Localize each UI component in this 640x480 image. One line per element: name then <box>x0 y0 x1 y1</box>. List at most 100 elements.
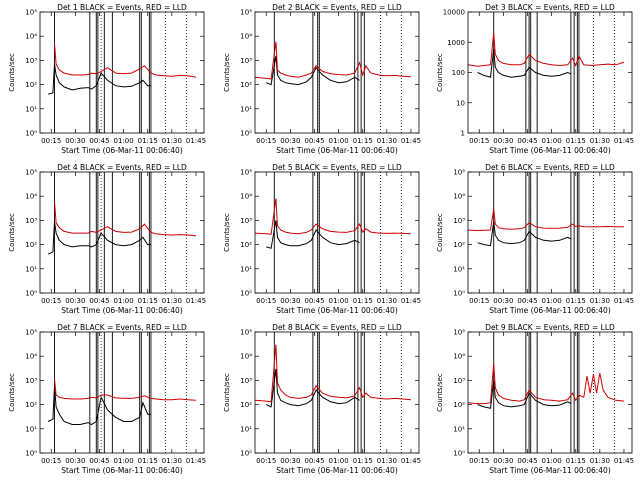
events-series-line <box>47 221 151 255</box>
y-axis-label: Counts/sec <box>436 373 444 412</box>
x-tick-label: 01:00 <box>542 457 562 465</box>
x-tick-label: 00:30 <box>280 297 300 305</box>
x-tick-label: 01:45 <box>614 297 634 305</box>
y-tick-label: 10³ <box>240 57 252 65</box>
y-tick-label: 10⁴ <box>240 33 252 41</box>
detector-panel: 10⁰ 10¹ 10² 10³ 10⁴ 10⁵ 00:15 00:30 00:45 01:00 01… <box>8 3 206 155</box>
x-tick-label: 00:45 <box>89 457 109 465</box>
y-tick-label: 10¹ <box>25 105 37 113</box>
y-tick-label: 10¹ <box>25 425 37 433</box>
plot-frame <box>39 331 205 454</box>
y-tick-label: 10¹ <box>453 425 465 433</box>
panel-title: Det 2 BLACK = Events, RED = LLD <box>272 3 402 12</box>
x-tick-label: 00:45 <box>517 297 537 305</box>
x-tick-label: 01:00 <box>329 137 349 145</box>
x-tick-label: 01:15 <box>353 297 373 305</box>
detector-panel: 10⁰ 10¹ 10² 10³ 10⁴ 10⁵ 00:15 00:30 00:45 01:00 01… <box>8 323 206 475</box>
lld-series-line <box>254 344 412 403</box>
y-tick-label: 10² <box>25 241 37 249</box>
x-tick-label: 01:00 <box>542 137 562 145</box>
lld-series-line <box>54 43 197 78</box>
x-tick-label: 01:00 <box>114 137 134 145</box>
y-axis-label: Counts/sec <box>223 373 231 412</box>
x-axis-label: Start Time (06-Mar-11 00:06:40) <box>61 466 183 475</box>
x-axis-label: Start Time (06-Mar-11 00:06:40) <box>276 466 398 475</box>
y-tick-label: 10⁵ <box>240 169 252 177</box>
y-tick-label: 10² <box>453 401 465 409</box>
detector-panel: 10⁰ 10¹ 10² 10³ 10⁴ 10⁵ 00:15 00:30 00:45 01:00 01… <box>223 163 421 315</box>
y-tick-label: 10⁰ <box>25 290 37 298</box>
x-tick-label: 01:45 <box>401 457 421 465</box>
detector-panel: 10⁰ 10¹ 10² 10³ 10⁴ 10⁵ 00:15 00:30 00:45 01:00 01… <box>223 323 421 475</box>
x-tick-label: 01:30 <box>590 297 610 305</box>
events-series-line <box>47 64 151 95</box>
x-tick-label: 01:00 <box>114 297 134 305</box>
x-tick-label: 00:30 <box>65 457 85 465</box>
y-axis-label: Counts/sec <box>8 213 16 252</box>
x-tick-label: 01:30 <box>590 457 610 465</box>
x-tick-label: 00:45 <box>517 137 537 145</box>
y-tick-label: 10² <box>453 241 465 249</box>
y-tick-label: 10² <box>240 241 252 249</box>
detector-panel: 10⁰ 10¹ 10² 10³ 10⁴ 10⁵ 00:15 00:30 00:45 01:00 01… <box>436 323 634 475</box>
y-axis-label: Counts/sec <box>436 53 444 92</box>
y-tick-label: 10⁴ <box>453 193 465 201</box>
y-tick-label: 10³ <box>453 377 465 385</box>
x-tick-label: 01:45 <box>614 457 634 465</box>
y-tick-label: 10⁴ <box>453 353 465 361</box>
y-tick-label: 10³ <box>240 377 252 385</box>
y-tick-label: 10¹ <box>240 425 252 433</box>
x-axis-label: Start Time (06-Mar-11 00:06:40) <box>489 306 611 315</box>
x-tick-label: 00:15 <box>256 137 276 145</box>
x-tick-label: 01:30 <box>162 137 182 145</box>
x-tick-label: 01:45 <box>614 137 634 145</box>
x-tick-label: 00:30 <box>493 457 513 465</box>
x-tick-label: 01:30 <box>377 297 397 305</box>
y-tick-label: 10³ <box>453 217 465 225</box>
x-tick-label: 01:30 <box>162 297 182 305</box>
detector-panel: 10⁰ 10¹ 10² 10³ 10⁴ 10⁵ 00:15 00:30 00:45 01:00 01… <box>223 3 421 155</box>
x-tick-label: 00:15 <box>256 457 276 465</box>
x-tick-label: 01:45 <box>186 297 206 305</box>
events-series-line <box>477 48 572 78</box>
y-tick-label: 10⁴ <box>240 193 252 201</box>
y-tick-label: 10⁰ <box>453 450 465 458</box>
lld-series-line <box>467 208 624 232</box>
plot-frame <box>467 331 633 454</box>
y-tick-label: 10000 <box>443 9 465 17</box>
y-tick-label: 10⁵ <box>240 329 252 337</box>
x-tick-label: 00:45 <box>89 137 109 145</box>
y-axis-label: Counts/sec <box>223 53 231 92</box>
x-tick-label: 01:45 <box>401 137 421 145</box>
y-axis-label: Counts/sec <box>8 373 16 412</box>
y-tick-label: 10³ <box>25 57 37 65</box>
x-tick-label: 01:15 <box>138 137 158 145</box>
y-tick-label: 10⁵ <box>453 169 465 177</box>
y-tick-label: 10⁵ <box>25 169 37 177</box>
y-tick-label: 10¹ <box>240 265 252 273</box>
x-tick-label: 00:30 <box>65 297 85 305</box>
plot-frame <box>39 171 205 294</box>
x-tick-label: 00:15 <box>469 137 489 145</box>
y-tick-label: 10⁵ <box>240 9 252 17</box>
x-tick-label: 00:45 <box>304 457 324 465</box>
panel-title: Det 4 BLACK = Events, RED = LLD <box>57 163 187 172</box>
y-axis-label: Counts/sec <box>8 53 16 92</box>
x-tick-label: 00:15 <box>41 297 61 305</box>
panel-title: Det 9 BLACK = Events, RED = LLD <box>485 323 615 332</box>
y-tick-label: 10⁰ <box>240 290 252 298</box>
x-tick-label: 01:30 <box>377 137 397 145</box>
y-tick-label: 10³ <box>25 377 37 385</box>
x-tick-label: 00:45 <box>517 457 537 465</box>
lld-series-line <box>254 198 412 235</box>
lld-series-line <box>467 363 625 405</box>
x-tick-label: 00:45 <box>89 297 109 305</box>
y-axis-label: Counts/sec <box>223 213 231 252</box>
x-tick-label: 01:45 <box>186 457 206 465</box>
events-series-line <box>47 385 151 426</box>
x-tick-label: 01:15 <box>138 297 158 305</box>
x-axis-label: Start Time (06-Mar-11 00:06:40) <box>489 466 611 475</box>
x-tick-label: 00:30 <box>65 137 85 145</box>
y-tick-label: 10² <box>240 401 252 409</box>
